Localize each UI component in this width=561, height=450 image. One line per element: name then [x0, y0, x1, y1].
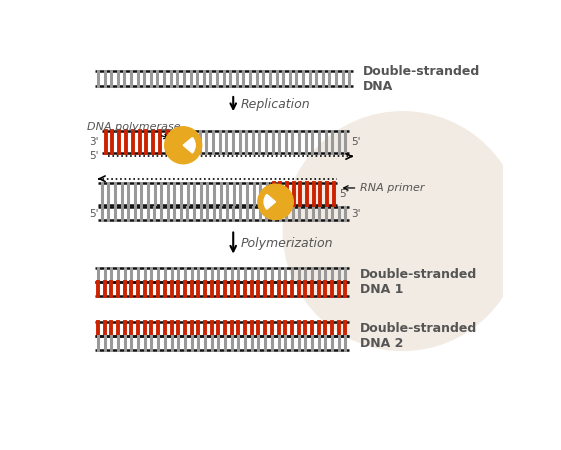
Circle shape	[258, 184, 293, 220]
Wedge shape	[264, 194, 275, 209]
Circle shape	[283, 112, 522, 351]
Text: 5': 5'	[339, 189, 349, 199]
Text: RNA primer: RNA primer	[344, 183, 425, 193]
Text: Replication: Replication	[241, 98, 311, 111]
Text: Double-stranded
DNA: Double-stranded DNA	[362, 65, 480, 93]
Text: Double-stranded
DNA 2: Double-stranded DNA 2	[360, 322, 477, 350]
Text: 3': 3'	[89, 137, 99, 147]
Circle shape	[165, 127, 201, 164]
Text: 3': 3'	[351, 209, 361, 219]
Text: 5': 5'	[89, 151, 99, 162]
Text: DNA polymerase: DNA polymerase	[87, 122, 181, 139]
Wedge shape	[183, 138, 195, 153]
Text: Double-stranded
DNA 1: Double-stranded DNA 1	[360, 268, 477, 296]
Text: 5': 5'	[351, 137, 361, 147]
Text: Polymerization: Polymerization	[241, 237, 333, 250]
Text: 5': 5'	[89, 209, 99, 219]
